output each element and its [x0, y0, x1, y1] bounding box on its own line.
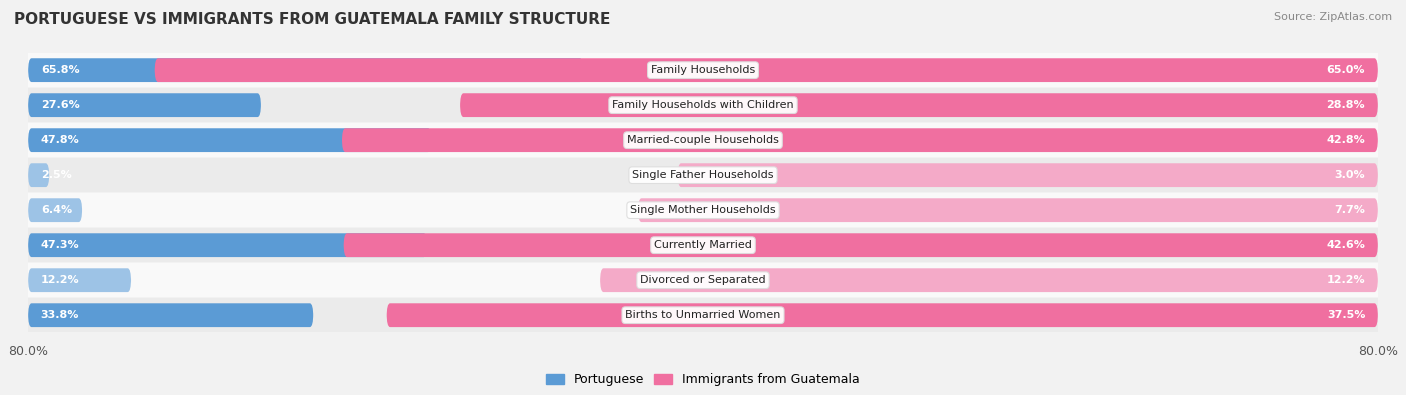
Legend: Portuguese, Immigrants from Guatemala: Portuguese, Immigrants from Guatemala [547, 373, 859, 386]
Text: 6.4%: 6.4% [41, 205, 72, 215]
Text: PORTUGUESE VS IMMIGRANTS FROM GUATEMALA FAMILY STRUCTURE: PORTUGUESE VS IMMIGRANTS FROM GUATEMALA … [14, 12, 610, 27]
Text: 65.0%: 65.0% [1327, 65, 1365, 75]
FancyBboxPatch shape [28, 128, 432, 152]
Text: 65.8%: 65.8% [41, 65, 79, 75]
FancyBboxPatch shape [460, 93, 1378, 117]
FancyBboxPatch shape [678, 163, 1378, 187]
Text: Family Households: Family Households [651, 65, 755, 75]
FancyBboxPatch shape [28, 233, 427, 257]
FancyBboxPatch shape [28, 163, 49, 187]
Text: 3.0%: 3.0% [1334, 170, 1365, 180]
Text: 12.2%: 12.2% [41, 275, 79, 285]
Bar [28, 88, 1378, 122]
Text: 42.6%: 42.6% [1326, 240, 1365, 250]
Bar [28, 228, 1378, 262]
FancyBboxPatch shape [28, 268, 131, 292]
FancyBboxPatch shape [387, 303, 1378, 327]
FancyBboxPatch shape [343, 233, 1378, 257]
Text: 37.5%: 37.5% [1327, 310, 1365, 320]
Bar [28, 298, 1378, 332]
Bar [28, 158, 1378, 192]
FancyBboxPatch shape [600, 268, 1378, 292]
Text: Single Mother Households: Single Mother Households [630, 205, 776, 215]
Text: 47.3%: 47.3% [41, 240, 79, 250]
Text: Family Households with Children: Family Households with Children [612, 100, 794, 110]
Text: 7.7%: 7.7% [1334, 205, 1365, 215]
FancyBboxPatch shape [28, 58, 583, 82]
FancyBboxPatch shape [638, 198, 1378, 222]
Text: Currently Married: Currently Married [654, 240, 752, 250]
Text: 12.2%: 12.2% [1327, 275, 1365, 285]
FancyBboxPatch shape [155, 58, 1378, 82]
Text: 27.6%: 27.6% [41, 100, 80, 110]
FancyBboxPatch shape [28, 198, 82, 222]
Text: 2.5%: 2.5% [41, 170, 72, 180]
Text: Married-couple Households: Married-couple Households [627, 135, 779, 145]
Text: 42.8%: 42.8% [1326, 135, 1365, 145]
FancyBboxPatch shape [28, 93, 262, 117]
Bar [28, 123, 1378, 157]
Text: Source: ZipAtlas.com: Source: ZipAtlas.com [1274, 12, 1392, 22]
Bar [28, 263, 1378, 297]
Text: 33.8%: 33.8% [41, 310, 79, 320]
Bar [28, 53, 1378, 87]
Text: Divorced or Separated: Divorced or Separated [640, 275, 766, 285]
Bar [28, 194, 1378, 227]
FancyBboxPatch shape [342, 128, 1378, 152]
Text: 47.8%: 47.8% [41, 135, 80, 145]
Text: Births to Unmarried Women: Births to Unmarried Women [626, 310, 780, 320]
Text: 28.8%: 28.8% [1327, 100, 1365, 110]
FancyBboxPatch shape [28, 303, 314, 327]
Text: Single Father Households: Single Father Households [633, 170, 773, 180]
